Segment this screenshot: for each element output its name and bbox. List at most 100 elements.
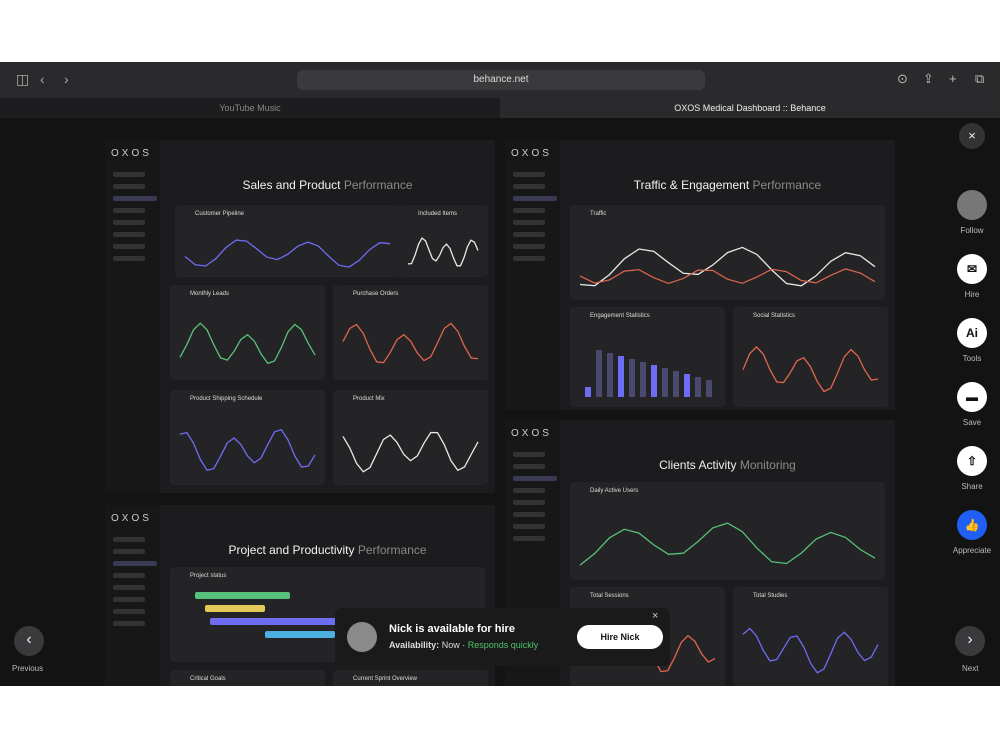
card-title: Project status — [190, 573, 227, 579]
decoration — [706, 380, 712, 397]
title-accent: Performance — [343, 178, 413, 192]
chart-decoration — [742, 627, 879, 674]
action-button[interactable]: 👍 — [957, 510, 987, 540]
sidebar-item — [113, 561, 157, 566]
card: Social Statistics — [733, 307, 888, 407]
sidebar-item — [513, 244, 545, 249]
title-accent: Monitoring — [739, 458, 796, 472]
action-label: Appreciate — [952, 546, 992, 555]
decoration — [673, 371, 679, 397]
sidebar-item — [513, 184, 545, 189]
toolbar-icon[interactable]: ◫ — [16, 71, 30, 87]
decoration — [596, 350, 602, 397]
sidebar-item — [113, 609, 145, 614]
sidebar-item — [513, 512, 545, 517]
decoration — [184, 239, 391, 268]
decoration — [742, 627, 879, 674]
banner-close[interactable]: × — [652, 610, 659, 622]
title-main: Traffic & Engagement — [633, 178, 750, 192]
close-button[interactable]: × — [959, 123, 985, 149]
sidebar-item — [113, 573, 145, 578]
previous-label: Previous — [12, 664, 44, 673]
decoration — [407, 237, 479, 267]
url-text: behance.net — [473, 74, 529, 85]
action-button[interactable]: ⇧ — [957, 446, 987, 476]
panel-title: Project and Productivity Performance — [160, 543, 495, 557]
card-title: Included Items — [418, 211, 458, 217]
card-title: Product Shipping Schedule — [190, 396, 263, 402]
sidebar — [105, 140, 160, 493]
availability-label: Availability: — [389, 640, 440, 650]
sidebar-item — [113, 208, 145, 213]
hire-button[interactable]: Hire Nick — [577, 625, 663, 649]
decoration — [742, 345, 879, 393]
sidebar-item — [513, 232, 545, 237]
sidebar-item — [113, 585, 145, 590]
hire-title: Nick is available for hire — [389, 623, 515, 635]
action-button[interactable]: ✉ — [957, 254, 987, 284]
decoration — [579, 522, 876, 566]
decoration — [684, 374, 690, 397]
sidebar-item — [113, 537, 145, 542]
toolbar-icon[interactable]: + — [949, 71, 957, 86]
decoration — [629, 359, 635, 397]
sidebar-item — [513, 196, 557, 201]
sidebar-item — [513, 208, 545, 213]
toolbar-icon[interactable]: ⧉ — [975, 71, 985, 86]
decoration — [651, 365, 657, 397]
toolbar-icon[interactable]: ⇪ — [923, 71, 934, 86]
avatar — [347, 622, 377, 652]
title-main: Project and Productivity — [228, 543, 355, 557]
action-button[interactable] — [957, 190, 987, 220]
url-bar[interactable] — [297, 70, 705, 90]
toolbar-icon[interactable]: ⊙ — [897, 71, 908, 86]
decoration — [662, 368, 668, 397]
card-title: Traffic — [590, 211, 607, 217]
decoration — [342, 322, 479, 364]
sidebar-item — [113, 597, 145, 602]
sidebar-item — [113, 256, 145, 261]
action-button[interactable]: Ai — [957, 318, 987, 348]
decoration — [195, 592, 290, 599]
action-button[interactable]: ▬ — [957, 382, 987, 412]
previous-button[interactable]: ‹ — [14, 626, 44, 656]
sidebar-item — [513, 172, 545, 177]
sidebar — [505, 140, 560, 410]
dashboard-panel: OXOS Traffic & Engagement Performance Traf… — [505, 140, 895, 410]
tab[interactable]: YouTube Music — [219, 103, 281, 113]
action-label: Save — [962, 418, 982, 427]
chart-decoration — [342, 431, 479, 473]
sidebar-item — [113, 172, 145, 177]
logo: OXOS — [511, 428, 552, 439]
title-main: Clients Activity — [659, 458, 737, 472]
dashboard-panel: OXOS Sales and Product Performance Custome… — [105, 140, 495, 493]
decoration — [585, 387, 591, 397]
card-title: Daily Active Users — [590, 488, 639, 494]
logo: OXOS — [111, 513, 152, 524]
toolbar-icon[interactable]: › — [64, 71, 69, 87]
card-title: Purchase Orders — [353, 291, 399, 297]
sidebar-item — [113, 184, 145, 189]
chart-decoration — [184, 239, 391, 268]
hire-banner: Nick is available for hire Availability: … — [335, 608, 670, 666]
decoration — [579, 268, 876, 285]
card: Current Sprint Overview — [333, 670, 488, 686]
sidebar-item — [113, 220, 145, 225]
next-label: Next — [962, 664, 979, 673]
availability-value: Now — [441, 640, 460, 650]
chart-decoration — [342, 322, 479, 364]
sidebar-item — [513, 524, 545, 529]
next-button[interactable]: › — [955, 626, 985, 656]
card-title: Engagement Statistics — [590, 313, 650, 319]
sidebar-item — [513, 464, 545, 469]
sidebar-item — [113, 549, 145, 554]
action-label: Hire — [964, 290, 980, 299]
card-title: Critical Goals — [190, 676, 226, 682]
tab-active[interactable]: OXOS Medical Dashboard :: Behance — [500, 98, 1000, 118]
action-label: Follow — [960, 226, 984, 235]
logo: OXOS — [111, 148, 152, 159]
card: Product Shipping Schedule — [170, 390, 325, 485]
card: Critical Goals — [170, 670, 325, 686]
toolbar-icon[interactable]: ‹ — [40, 71, 45, 87]
